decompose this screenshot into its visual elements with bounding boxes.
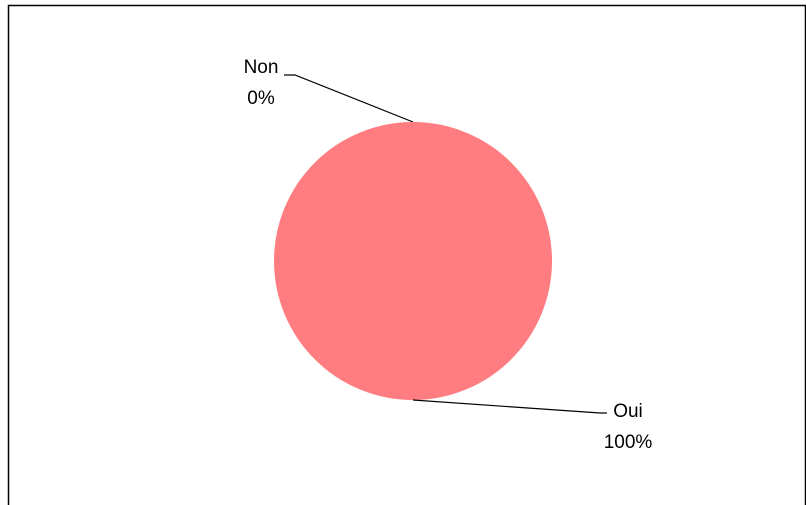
value-label: 100% [604, 432, 653, 453]
leader-line [412, 399, 607, 414]
category-label: Non [244, 57, 279, 78]
category-label: Oui [613, 401, 643, 422]
value-label: 0% [247, 88, 275, 109]
leader-line [284, 74, 414, 123]
pie-slice [274, 122, 552, 400]
